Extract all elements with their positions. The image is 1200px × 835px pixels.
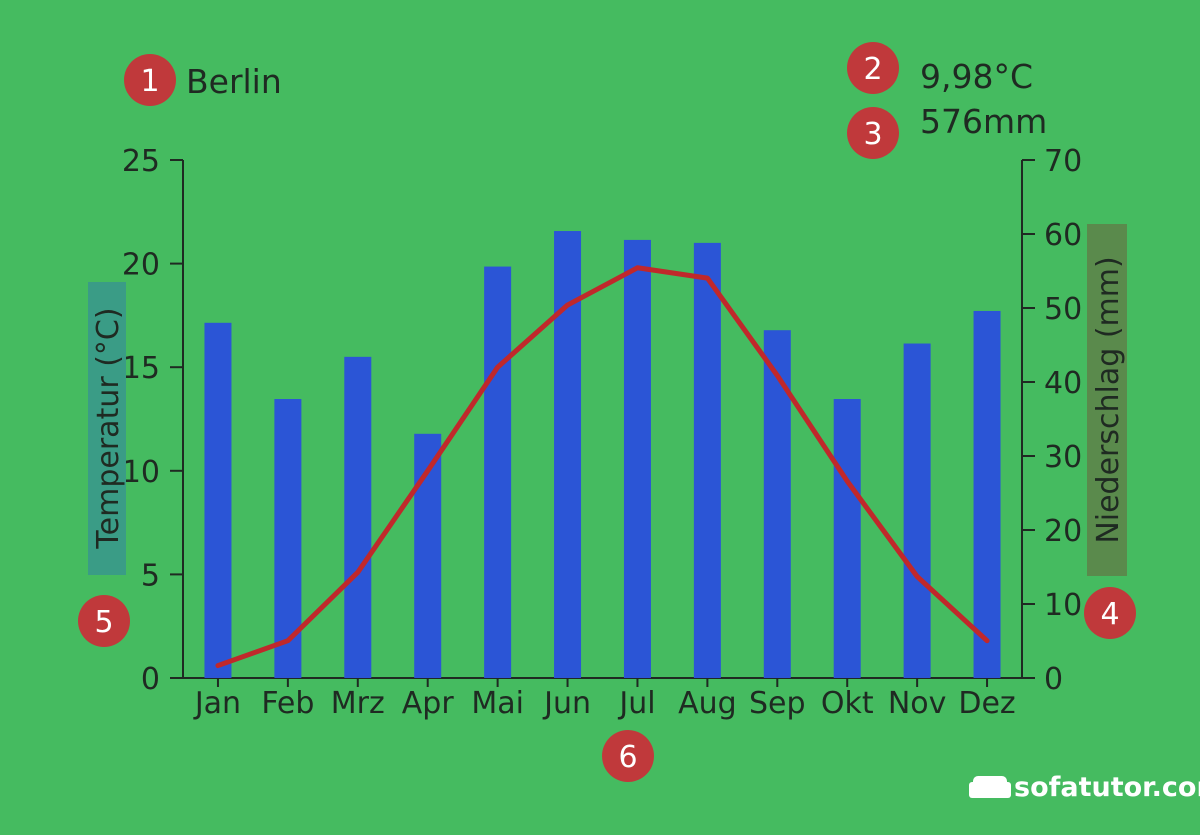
badge-3 xyxy=(847,107,899,159)
right-tick-label: 60 xyxy=(1044,218,1082,253)
right-tick-label: 70 xyxy=(1044,144,1082,179)
left-axis-ticks: 0 5 10 15 20 25 xyxy=(122,144,183,697)
month-label: Dez xyxy=(958,686,1015,721)
sofa-icon xyxy=(969,776,1011,798)
right-tick-label: 20 xyxy=(1044,514,1082,549)
temperature-line xyxy=(215,265,990,669)
logo-text: sofatutor.com xyxy=(1014,772,1200,803)
left-tick-label: 5 xyxy=(141,558,160,593)
badge-1 xyxy=(124,54,176,106)
precipitation-bar xyxy=(903,343,931,678)
precipitation-bar xyxy=(484,266,512,678)
precipitation-bar xyxy=(204,322,232,678)
month-label: Sep xyxy=(749,686,806,721)
precipitation-bar xyxy=(623,239,651,679)
left-tick-label: 15 xyxy=(122,351,160,386)
month-label: Feb xyxy=(261,686,314,721)
badge-3-number: 3 xyxy=(863,117,882,152)
precipitation-bar xyxy=(693,242,721,678)
precipitation-bar xyxy=(344,356,372,678)
badge-4 xyxy=(1084,587,1136,639)
precipitation-bars xyxy=(204,231,1001,679)
month-label: Aug xyxy=(678,686,737,721)
right-tick-label: 0 xyxy=(1044,662,1063,697)
month-label: Jan xyxy=(193,686,241,721)
left-axis-title: Temperatur (°C) xyxy=(91,307,126,549)
left-tick-label: 25 xyxy=(122,144,160,179)
precipitation-bar xyxy=(973,310,1001,678)
month-label: Jun xyxy=(542,686,591,721)
right-axis-title: Niederschlag (mm) xyxy=(1091,256,1126,543)
left-tick-label: 0 xyxy=(141,662,160,697)
right-tick-label: 30 xyxy=(1044,440,1082,475)
badge-5 xyxy=(78,595,130,647)
month-labels: Jan Feb Mrz Apr Mai Jun Jul Aug Sep Okt Nov Dez xyxy=(193,678,1016,721)
month-label: Mai xyxy=(471,686,524,721)
badge-2 xyxy=(847,42,899,94)
badge-2-number: 2 xyxy=(863,52,882,87)
precipitation-bar xyxy=(763,330,791,678)
right-tick-label: 10 xyxy=(1044,588,1082,623)
month-label: Nov xyxy=(888,686,947,721)
precipitation-bar xyxy=(274,399,302,678)
month-label: Mrz xyxy=(331,686,385,721)
badge-4-number: 4 xyxy=(1100,597,1119,632)
precipitation-bar xyxy=(833,399,861,678)
right-tick-label: 50 xyxy=(1044,292,1082,327)
left-axis-title-bg xyxy=(88,282,126,575)
month-label: Apr xyxy=(402,686,455,721)
city-title: Berlin xyxy=(186,62,282,101)
right-axis-ticks: 0 10 20 30 40 50 60 70 xyxy=(1022,144,1082,697)
right-tick-label: 40 xyxy=(1044,366,1082,401)
annual-precipitation: 576mm xyxy=(920,102,1047,141)
month-label: Jul xyxy=(617,686,655,721)
badge-5-number: 5 xyxy=(94,605,113,640)
right-axis-title-bg xyxy=(1087,224,1127,576)
badge-1-number: 1 xyxy=(140,64,159,99)
annual-temperature: 9,98°C xyxy=(920,57,1033,96)
badge-6-number: 6 xyxy=(618,740,637,775)
badge-6 xyxy=(602,730,654,782)
left-tick-label: 10 xyxy=(122,455,160,490)
left-tick-label: 20 xyxy=(122,248,160,283)
month-label: Okt xyxy=(821,686,874,721)
